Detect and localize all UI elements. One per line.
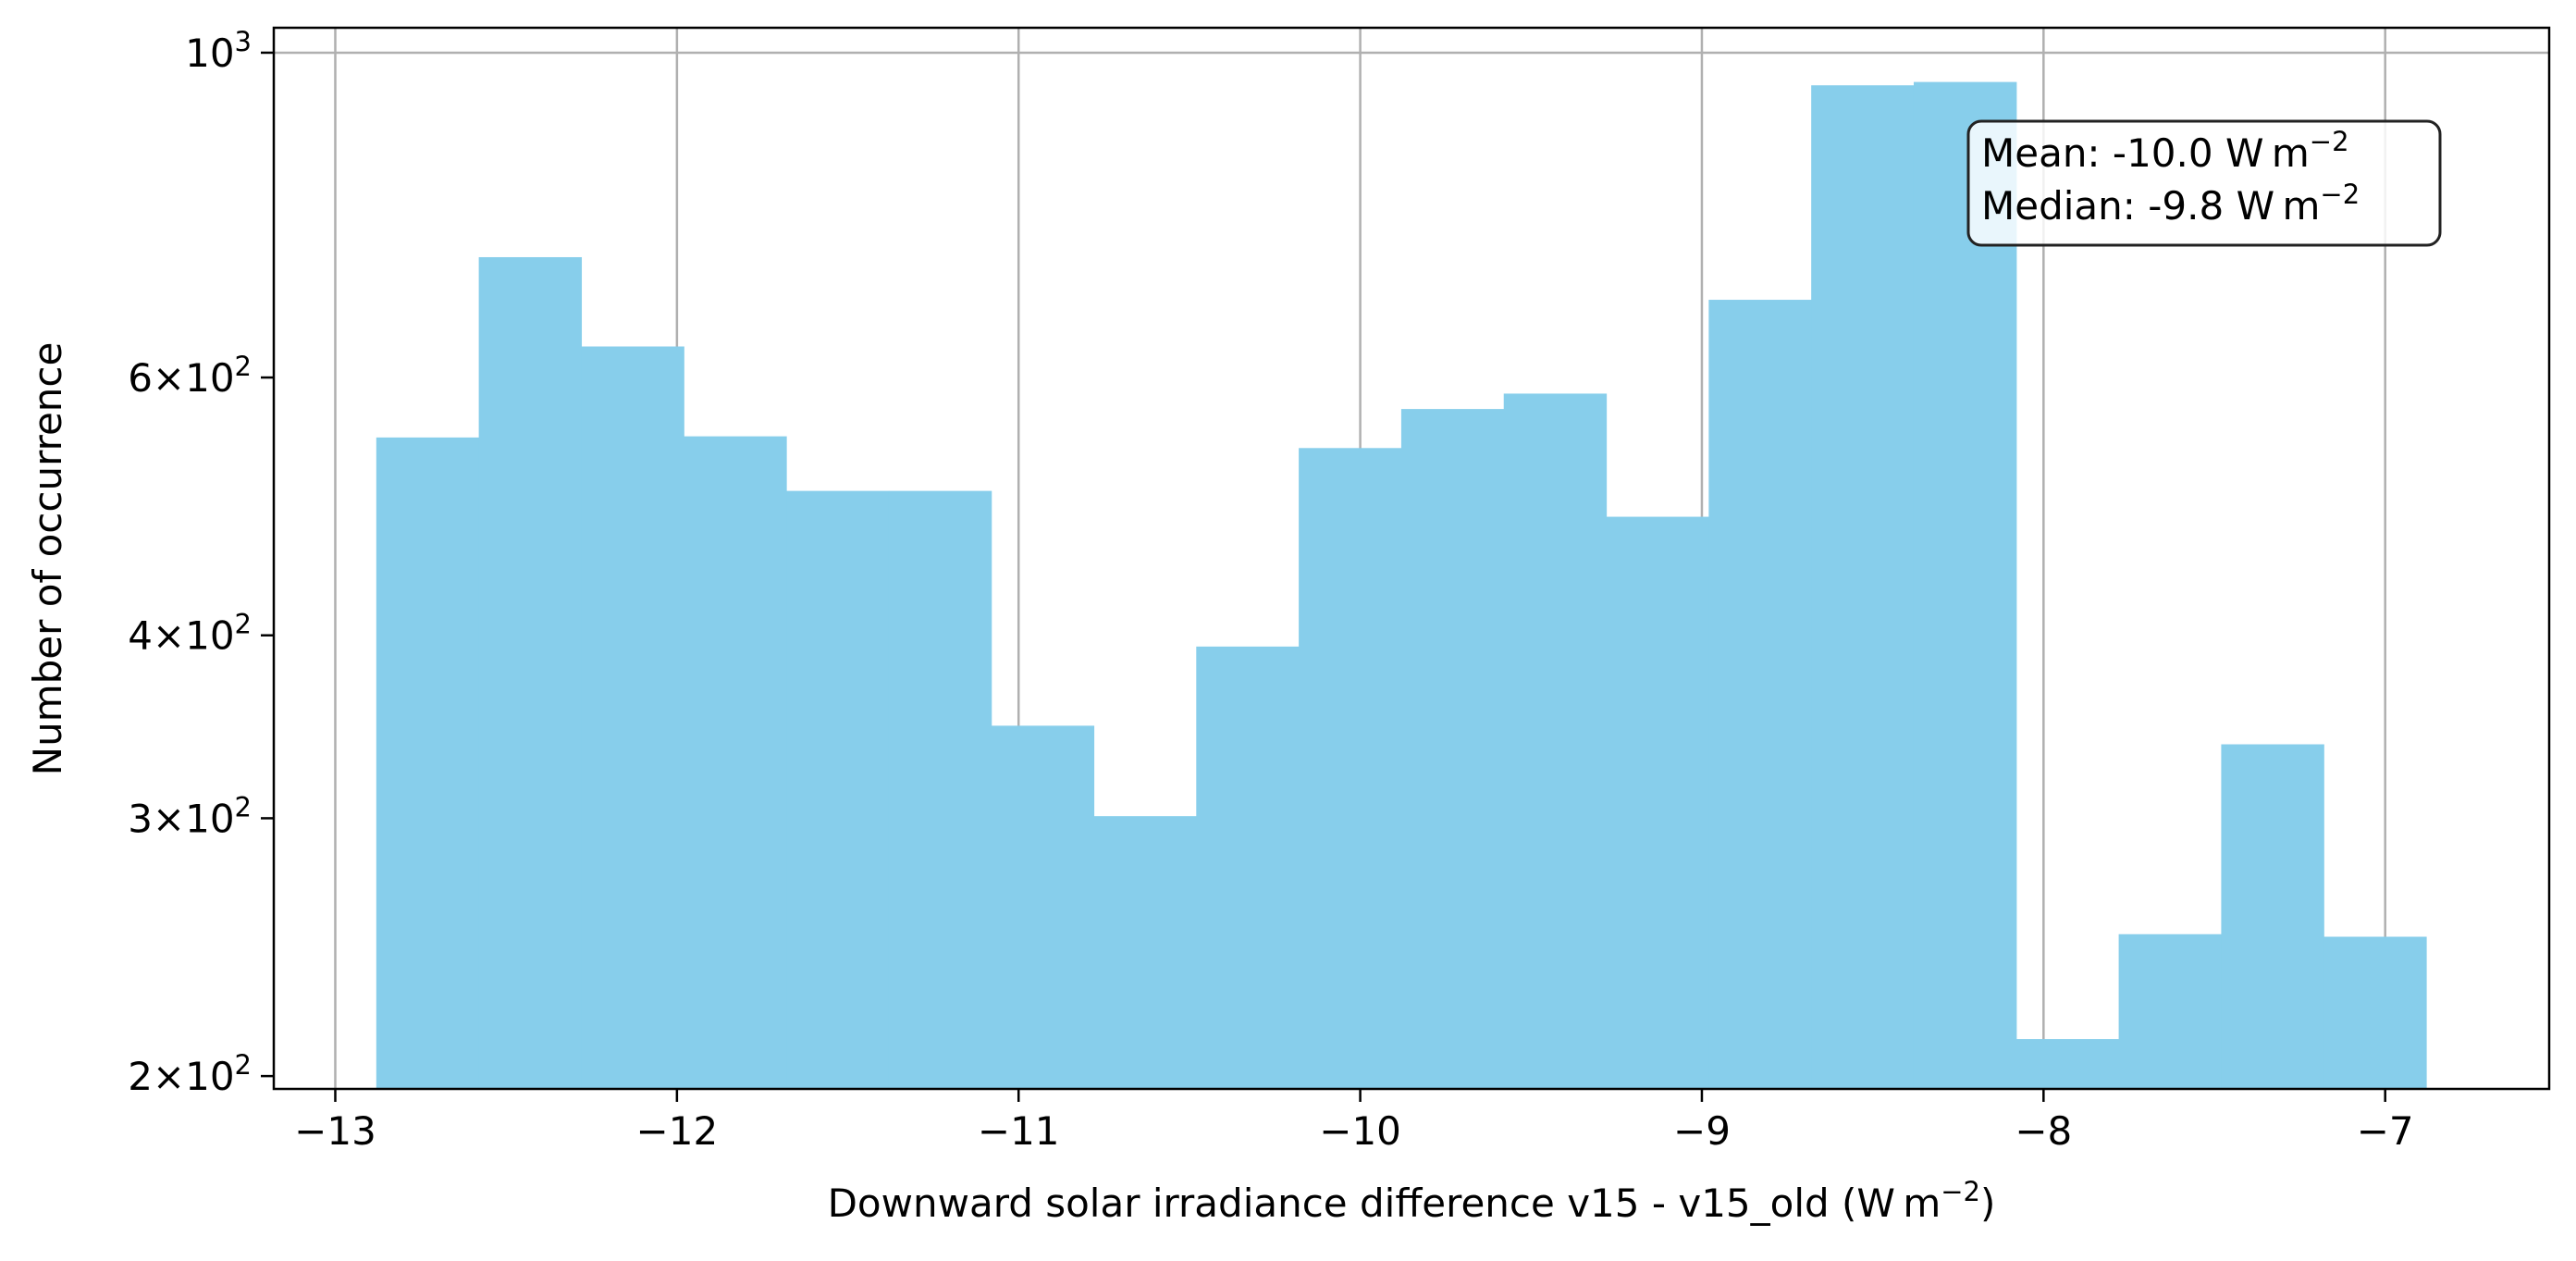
histogram-bar <box>1196 646 1300 1089</box>
y-tick-label: 2×102 <box>128 1049 252 1099</box>
histogram-bar <box>2118 933 2223 1089</box>
y-tick-label: 4×102 <box>128 609 252 659</box>
y-tick-label: 3×102 <box>128 791 252 841</box>
x-tick-label: −9 <box>1673 1108 1731 1154</box>
mean-label: Mean: -10.0 W m−2 <box>1981 126 2349 176</box>
plot-frame <box>272 26 2551 1091</box>
x-tick-label: −13 <box>294 1108 376 1154</box>
y-tick-label: 6×102 <box>128 351 252 401</box>
histogram-bar <box>786 490 890 1089</box>
histogram-bar <box>2221 744 2324 1089</box>
y-axis-title: Number of occurrence <box>25 342 70 776</box>
histogram-bar <box>1811 85 1915 1089</box>
x-axis-ticks: −13 −12 −11 −10 −9 −8 −7 <box>294 1089 2414 1154</box>
x-tick-label: −10 <box>1319 1108 1401 1154</box>
histogram-bar <box>684 436 787 1089</box>
stats-box: Mean: -10.0 W m−2 Median: -9.8 W m−2 <box>1966 119 2442 247</box>
histogram-bar <box>1606 516 1709 1089</box>
histogram-bar <box>1913 81 2017 1090</box>
median-label: Median: -9.8 W m−2 <box>1981 179 2360 229</box>
histogram-bar <box>1400 409 1505 1089</box>
stats-box-frame <box>1966 119 2442 247</box>
x-tick-label: −11 <box>978 1108 1060 1154</box>
histogram-bar <box>2015 1039 2120 1089</box>
x-axis-title: Downward solar irradiance difference v15… <box>828 1176 1996 1226</box>
histogram-bar <box>2323 936 2427 1089</box>
histogram-bars <box>376 81 2427 1090</box>
y-axis-ticks: 2×102 3×102 4×102 6×102 103 <box>128 26 274 1099</box>
histogram-bar <box>1708 300 1812 1089</box>
histogram-bar <box>991 725 1095 1089</box>
histogram-bar <box>1299 448 1402 1090</box>
x-tick-label: −7 <box>2357 1108 2414 1154</box>
histogram-bar <box>581 346 684 1089</box>
histogram-bar <box>1503 393 1608 1089</box>
histogram-bar <box>888 490 992 1089</box>
x-tick-label: −8 <box>2015 1108 2072 1154</box>
histogram-bar <box>478 256 583 1089</box>
histogram-bar <box>376 437 480 1089</box>
y-tick-label: 103 <box>185 26 252 76</box>
histogram-bar <box>1093 816 1197 1089</box>
x-tick-label: −12 <box>636 1108 719 1154</box>
